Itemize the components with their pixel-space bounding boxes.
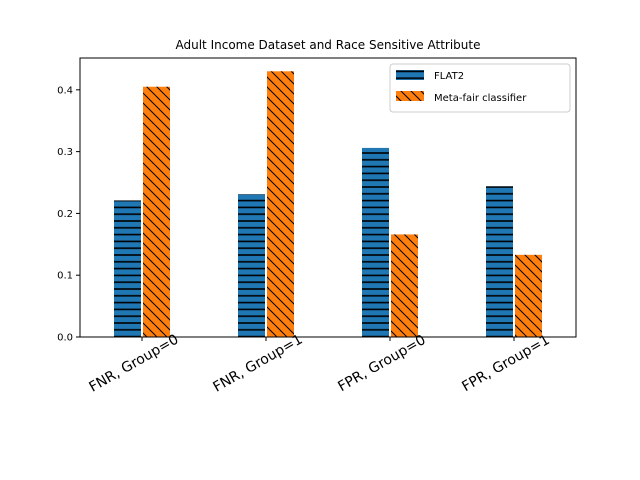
bar-meta-fair-4 bbox=[515, 254, 542, 337]
bar-meta-fair-3 bbox=[391, 234, 418, 337]
y-tick-label: 0.2 bbox=[57, 209, 73, 220]
bars-group bbox=[114, 71, 542, 338]
bar-flat2-1 bbox=[114, 200, 141, 337]
x-axis-ticks: FNR, Group=0 FNR, Group=1 FPR, Group=0 FPR,… bbox=[87, 332, 553, 396]
bar-flat2-3 bbox=[362, 147, 389, 337]
bar-flat2-4 bbox=[486, 186, 513, 337]
legend-swatch-flat2 bbox=[396, 70, 424, 80]
x-tick-label: FNR, Group=0 bbox=[87, 332, 182, 396]
y-tick-label: 0.0 bbox=[57, 333, 73, 344]
legend-box bbox=[389, 63, 571, 113]
chart-title: Adult Income Dataset and Race Sensitive … bbox=[176, 38, 481, 52]
y-tick-label: 0.3 bbox=[57, 147, 73, 158]
bar-flat2-2 bbox=[238, 194, 265, 337]
plot-frame bbox=[79, 57, 577, 338]
y-tick-label: 0.4 bbox=[57, 85, 73, 96]
bar-meta-fair-1 bbox=[143, 86, 170, 337]
bar-meta-fair-2 bbox=[267, 71, 294, 338]
x-tick-label: FNR, Group=1 bbox=[211, 332, 306, 396]
legend-label-flat2: FLAT2 bbox=[434, 71, 464, 82]
y-axis-ticks: 0.0 0.1 0.2 0.3 0.4 bbox=[57, 85, 80, 344]
x-tick-label: FPR, Group=1 bbox=[459, 332, 552, 395]
legend-swatch-meta-fair bbox=[396, 91, 424, 101]
x-tick-label: FPR, Group=0 bbox=[335, 332, 428, 395]
legend-label-meta-fair: Meta-fair classifier bbox=[434, 93, 527, 104]
legend: FLAT2 Meta-fair classifier bbox=[389, 63, 571, 113]
y-tick-label: 0.1 bbox=[57, 271, 73, 282]
